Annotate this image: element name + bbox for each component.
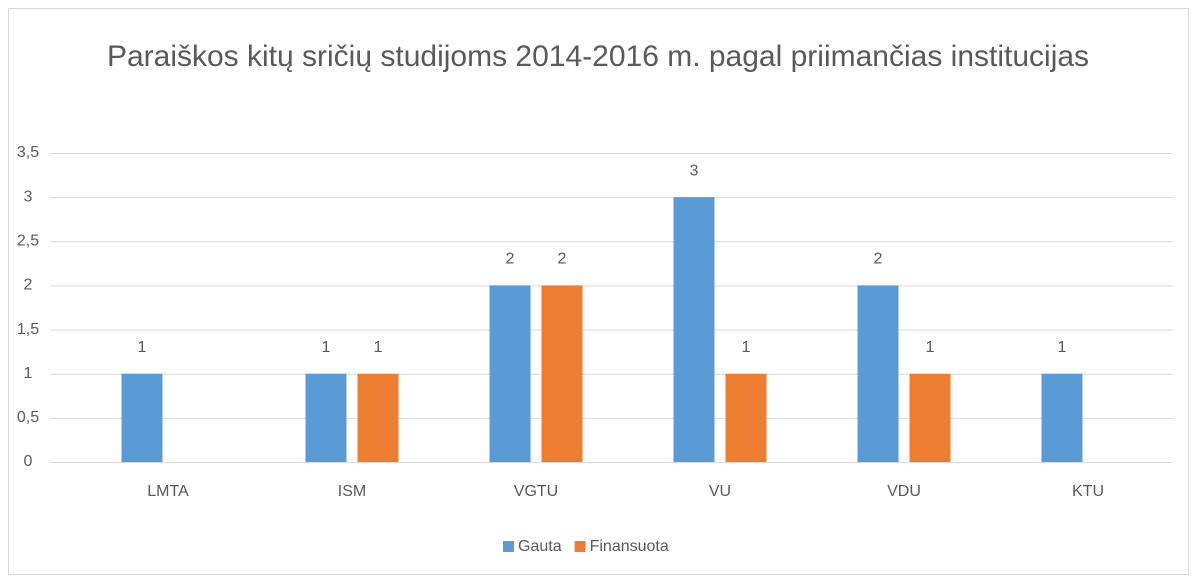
legend-swatch xyxy=(503,541,514,552)
data-label: 2 xyxy=(874,251,883,268)
legend-label: Finansuota xyxy=(590,538,669,555)
bar xyxy=(725,373,767,462)
bar xyxy=(541,285,583,462)
bar xyxy=(857,285,899,462)
x-tick-label: VDU xyxy=(887,483,921,500)
bar xyxy=(673,197,715,462)
x-tick-label: VU xyxy=(709,483,731,500)
bar xyxy=(909,373,951,462)
y-tick-label: 0 xyxy=(24,453,33,470)
y-tick-label: 3 xyxy=(24,188,33,205)
y-tick-label: 0,5 xyxy=(17,409,39,426)
y-tick-label: 3,5 xyxy=(17,144,39,161)
data-label: 2 xyxy=(506,251,515,268)
bar xyxy=(1041,373,1083,462)
data-label: 1 xyxy=(322,339,331,356)
data-label: 2 xyxy=(558,251,567,268)
y-tick-label: 2,5 xyxy=(17,233,39,250)
chart-title: Paraiškos kitų sričių studijoms 2014-201… xyxy=(106,40,1090,73)
x-tick-label: VGTU xyxy=(514,483,558,500)
bar xyxy=(489,285,531,462)
data-label: 3 xyxy=(690,162,699,179)
y-tick-label: 1,5 xyxy=(17,321,39,338)
x-tick-label: ISM xyxy=(338,483,366,500)
bar xyxy=(121,373,163,462)
legend-swatch xyxy=(574,541,586,552)
data-label: 1 xyxy=(926,339,935,356)
data-label: 1 xyxy=(742,339,751,356)
bar xyxy=(305,373,347,462)
data-label: 1 xyxy=(138,339,147,356)
bar xyxy=(357,373,399,462)
x-tick-label: KTU xyxy=(1072,483,1104,500)
y-tick-label: 2 xyxy=(24,277,33,294)
y-tick-label: 1 xyxy=(24,365,33,382)
chart-border xyxy=(8,8,1189,575)
data-label: 1 xyxy=(374,339,383,356)
data-label: 1 xyxy=(1058,339,1067,356)
legend-label: Gauta xyxy=(518,538,562,555)
x-tick-label: LMTA xyxy=(147,483,189,500)
